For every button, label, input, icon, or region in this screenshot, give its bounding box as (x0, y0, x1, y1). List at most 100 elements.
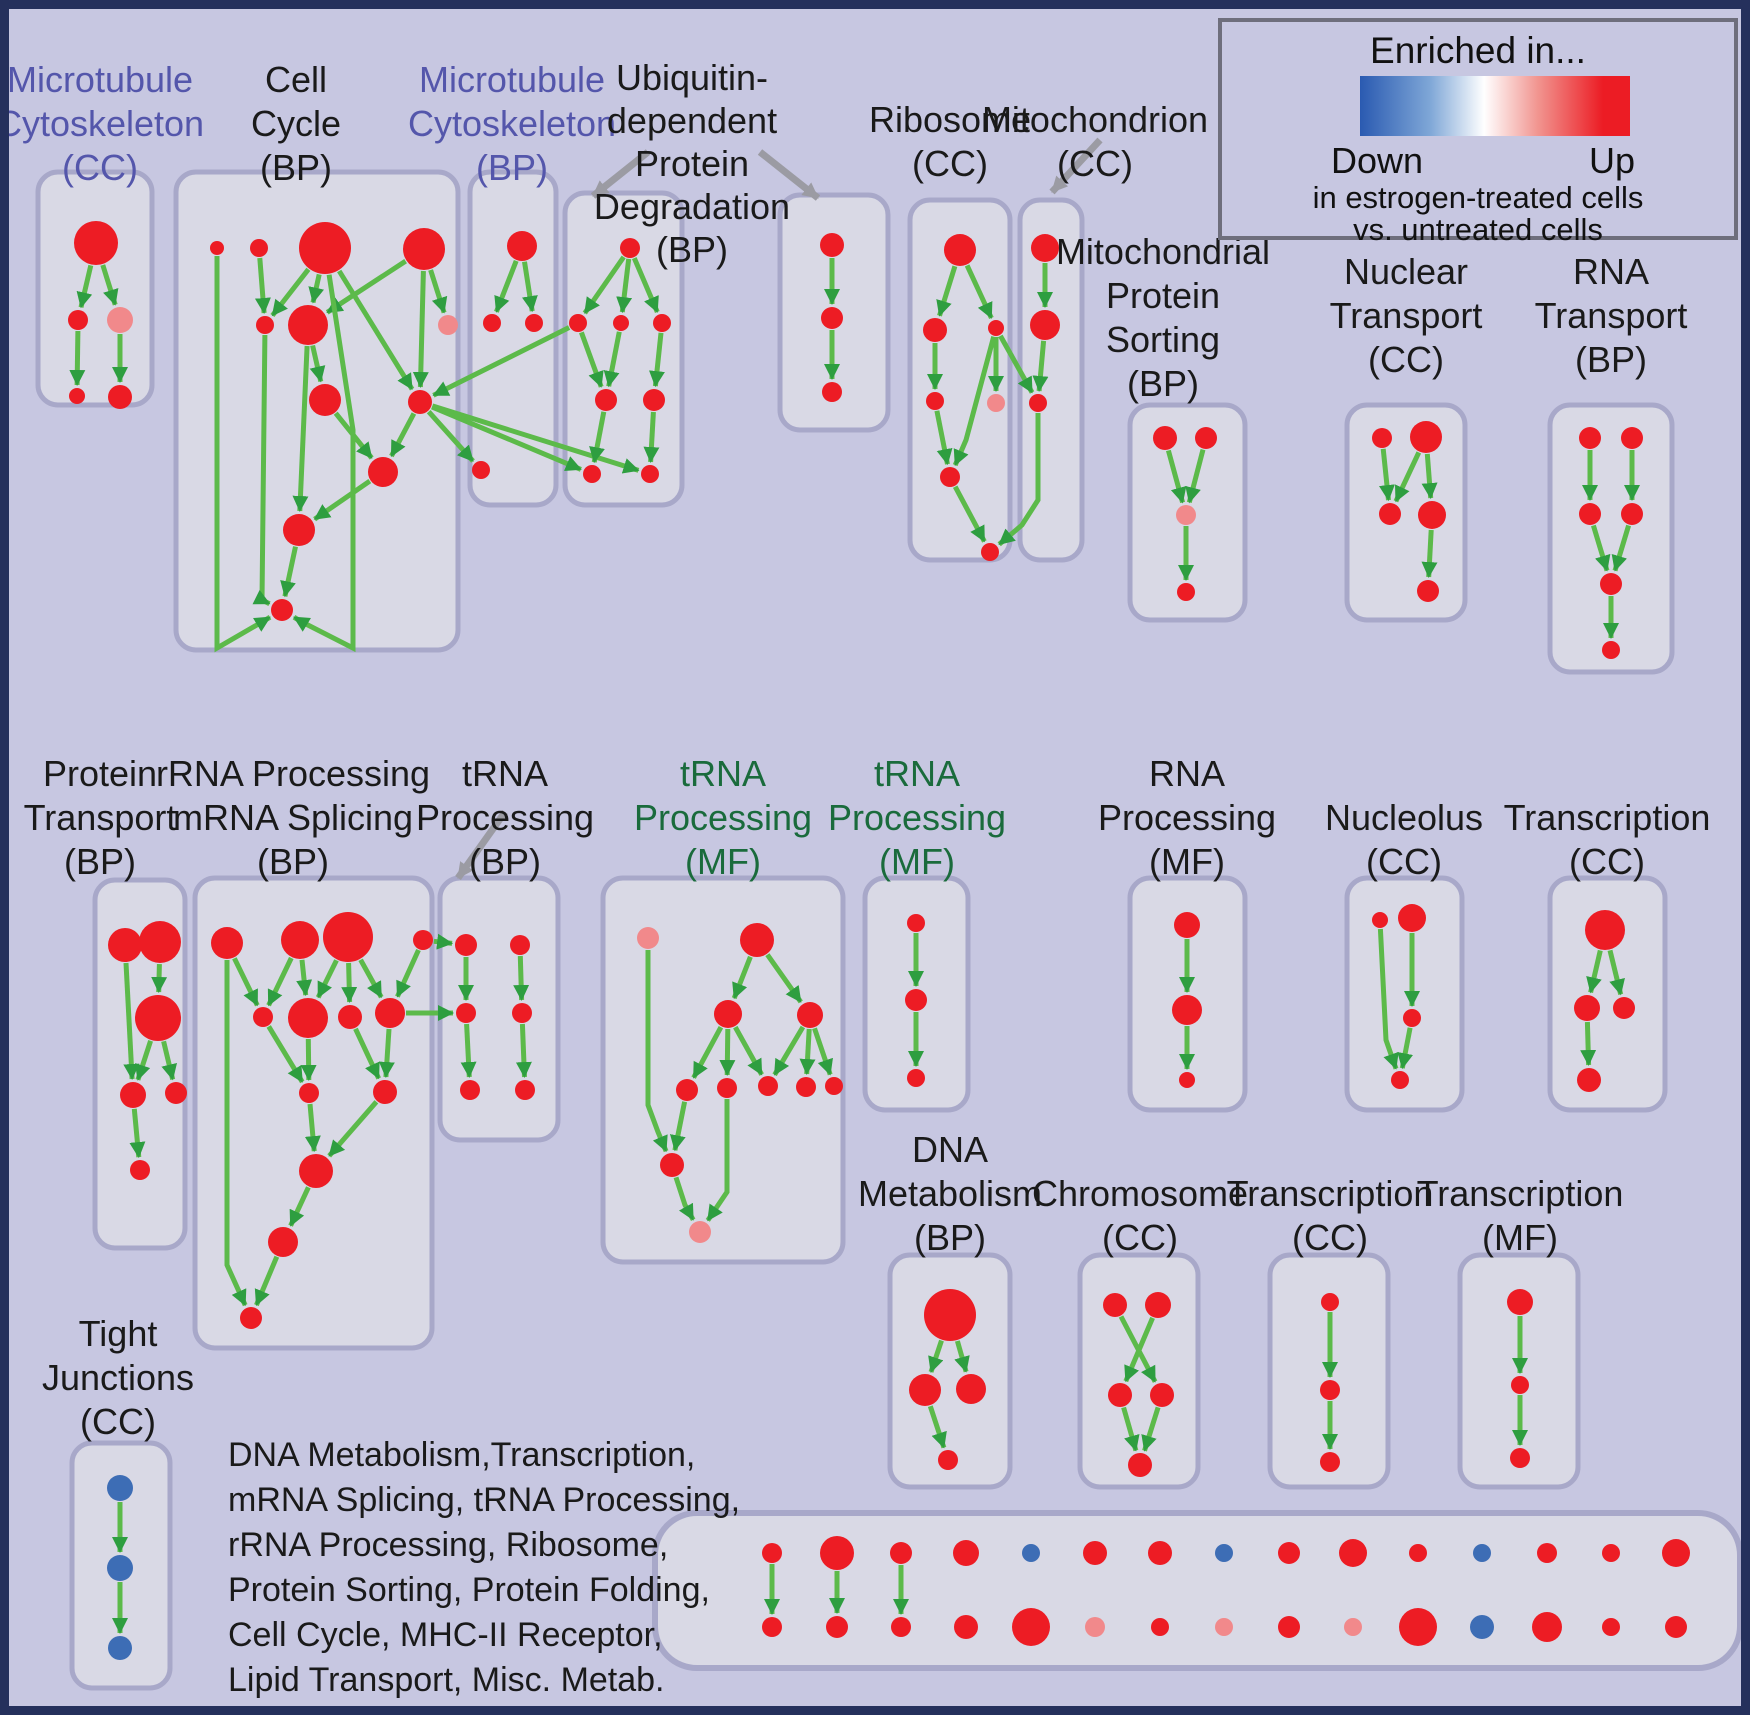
node-rt3 (1579, 503, 1601, 525)
node-t1 (1321, 1293, 1339, 1311)
edge-tm3-tm7 (799, 1028, 816, 1075)
edge-nt2-nt4 (1421, 453, 1438, 500)
edge-cc9-mb4 (426, 410, 475, 463)
node-r6 (940, 467, 960, 487)
edge-rr8-rr10 (378, 1028, 395, 1078)
node-rp1 (1174, 912, 1200, 938)
strip-node-bottom-9 (1278, 1616, 1300, 1638)
node-nu1 (1372, 912, 1388, 928)
node-mp1 (1153, 426, 1177, 450)
edge-cc3-cc5 (270, 267, 311, 318)
strip-node-top-15 (1662, 1539, 1690, 1567)
node-u2 (905, 989, 927, 1011)
node-rp3 (1179, 1072, 1195, 1088)
node-x2 (1511, 1376, 1529, 1394)
edge-m2-m3 (1032, 340, 1049, 392)
edge-nu3-nu4 (1397, 1027, 1413, 1070)
strip-node-top-5 (1022, 1544, 1040, 1562)
edge-tm9-tm10 (673, 1176, 696, 1222)
node-rr7 (338, 1005, 362, 1029)
node-rr2 (281, 921, 319, 959)
edge-tc1-tc3 (1607, 949, 1625, 996)
edge-r1-r3 (964, 264, 994, 320)
node-tm2 (714, 1000, 742, 1028)
node-ub8 (641, 465, 659, 483)
edge-r4-r6 (934, 410, 953, 466)
strip-node-top-7 (1148, 1541, 1172, 1565)
node-tm5 (717, 1078, 737, 1098)
edge-tm3-tm6 (772, 1025, 806, 1077)
node-u1 (907, 914, 925, 932)
edge-cc3-cc9 (337, 269, 415, 391)
edge-nt2-nt3 (1393, 451, 1422, 503)
edge-tm2-tm6 (733, 1025, 764, 1076)
edge-tm3-tm8 (812, 1027, 833, 1076)
node-x3 (1510, 1448, 1530, 1468)
strip-node-bottom-1 (762, 1617, 782, 1637)
edge-cc3-cc12 (292, 274, 356, 653)
node-m2 (1030, 310, 1060, 340)
node-tm6 (758, 1076, 778, 1096)
edge-tb3-tb5 (460, 1023, 477, 1078)
node-rt2 (1621, 427, 1643, 449)
node-rt4 (1621, 503, 1643, 525)
edge-rr2-rr5 (266, 956, 294, 1007)
node-uc3 (822, 382, 842, 402)
node-dm3 (956, 1374, 986, 1404)
trna-bp-pointer-arrow-icon (455, 809, 508, 881)
edge-rr3-rr8 (358, 958, 384, 999)
node-ub5 (595, 389, 617, 411)
edge-cc3-cc6 (308, 273, 325, 304)
group-box-microtubule-cytoskeleton-bp (467, 169, 559, 508)
edge-ub4-ub6 (649, 332, 665, 388)
edge-nt4-nt5 (1421, 529, 1438, 578)
node-dm2 (909, 1374, 941, 1406)
edge-r1-r2 (936, 265, 958, 317)
strip-node-top-2 (820, 1536, 854, 1570)
node-m1 (1031, 234, 1059, 262)
node-cc11 (283, 514, 315, 546)
node-mc4 (69, 388, 85, 404)
ubiquitin-right-pointer-arrow-icon (757, 149, 821, 201)
group-box-nuclear-transport-cc (1344, 402, 1468, 623)
strip-node-top-9 (1278, 1542, 1300, 1564)
edge-cc10-cc11 (313, 479, 372, 522)
node-nu2 (1398, 904, 1426, 932)
node-cc10 (368, 457, 398, 487)
edge-rr6-rr9 (300, 1038, 317, 1081)
edge-ub3-ub5 (603, 331, 622, 388)
node-mp2 (1195, 427, 1217, 449)
edge-tm4-tm9 (669, 1101, 688, 1152)
node-cc2 (250, 239, 268, 257)
node-tb1 (455, 934, 477, 956)
node-pt1 (108, 928, 142, 962)
node-mb2 (483, 314, 501, 332)
edge-cc9-cc10 (389, 412, 417, 458)
strip-node-top-8 (1215, 1544, 1233, 1562)
strip-node-bottom-13 (1532, 1612, 1562, 1642)
node-t2 (1320, 1380, 1340, 1400)
strip-node-bottom-2 (826, 1616, 848, 1638)
strip-node-top-6 (1083, 1541, 1107, 1565)
node-rr1 (211, 927, 243, 959)
node-ch1 (1103, 1293, 1127, 1317)
strip-node-bottom-15 (1665, 1616, 1687, 1638)
node-ch4 (1150, 1383, 1174, 1407)
strip-node-bottom-14 (1602, 1618, 1620, 1636)
edge-cc9-ub7 (431, 404, 582, 472)
edge-mc2-mc4 (69, 330, 86, 386)
node-tm8 (825, 1077, 843, 1095)
node-rr8 (375, 998, 405, 1028)
edge-rr9-rr11 (304, 1103, 321, 1153)
node-mp4 (1177, 583, 1195, 601)
node-tb6 (515, 1080, 535, 1100)
edge-dm2-dm4 (927, 1405, 947, 1449)
node-ub4 (653, 314, 671, 332)
node-nu4 (1391, 1071, 1409, 1089)
edge-mb1-mb2 (494, 259, 519, 313)
node-dm1 (924, 1289, 976, 1341)
node-pt3 (135, 995, 181, 1041)
node-mc5 (108, 385, 132, 409)
node-cc4 (403, 228, 445, 270)
